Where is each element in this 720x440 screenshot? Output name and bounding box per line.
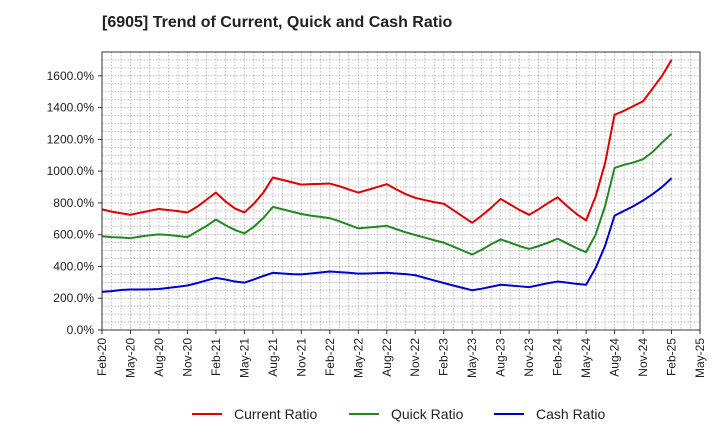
x-tick-label: Nov-21 [294, 338, 308, 377]
x-tick-label: May-22 [351, 338, 365, 378]
x-tick-label: May-24 [579, 338, 593, 378]
x-tick-label: Feb-24 [551, 338, 565, 376]
x-tick-label: Nov-24 [636, 338, 650, 377]
x-tick-label: Aug-22 [380, 338, 394, 377]
x-tick-label: Feb-23 [437, 338, 451, 376]
y-tick-label: 1000.0% [47, 164, 95, 178]
y-tick-label: 400.0% [53, 259, 94, 273]
x-tick-label: Aug-20 [152, 338, 166, 377]
x-tick-label: Nov-20 [180, 338, 194, 377]
x-tick-label: Aug-24 [608, 338, 622, 377]
legend: Current Ratio Quick Ratio Cash Ratio [192, 406, 605, 422]
series-lines [101, 59, 673, 293]
x-tick-label: May-20 [123, 338, 137, 378]
y-tick-label: 1600.0% [47, 69, 95, 83]
y-tick-label: 800.0% [53, 196, 94, 210]
chart-title: [6905] Trend of Current, Quick and Cash … [102, 14, 453, 31]
y-tick-label: 600.0% [53, 228, 94, 242]
grid-lines [101, 52, 701, 330]
x-tick-label: Feb-22 [323, 338, 337, 376]
legend-label-cash: Cash Ratio [536, 406, 605, 422]
series-line-cash-ratio [101, 177, 673, 293]
x-tick-label: May-23 [465, 338, 479, 378]
plot-frame [98, 51, 701, 334]
x-tick-label: Nov-22 [408, 338, 422, 377]
series-line-quick-ratio [101, 133, 673, 256]
legend-label-current: Current Ratio [234, 406, 317, 422]
legend-label-quick: Quick Ratio [391, 406, 464, 422]
series-line-current-ratio [101, 59, 673, 224]
y-tick-label: 0.0% [67, 323, 95, 337]
x-tick-label: Aug-23 [494, 338, 508, 377]
x-tick-label: May-21 [237, 338, 251, 378]
y-axis-tick-labels: 0.0% 200.0% 400.0% 600.0% 800.0% 1000.0% 1200.… [47, 69, 95, 337]
x-axis-tick-labels: Feb-20 May-20 Aug-20 Nov-20 Feb-21 May-21 Aug-… [95, 338, 707, 378]
y-tick-label: 1400.0% [47, 101, 95, 115]
x-tick-label: Feb-25 [665, 338, 679, 376]
y-tick-label: 1200.0% [47, 132, 95, 146]
plot-border [101, 51, 701, 331]
x-tick-label: Aug-21 [266, 338, 280, 377]
x-tick-label: Feb-20 [95, 338, 109, 376]
y-tick-label: 200.0% [53, 291, 94, 305]
x-tick-label: May-25 [693, 338, 707, 378]
x-tick-label: Nov-23 [522, 338, 536, 377]
x-tick-label: Feb-21 [209, 338, 223, 376]
